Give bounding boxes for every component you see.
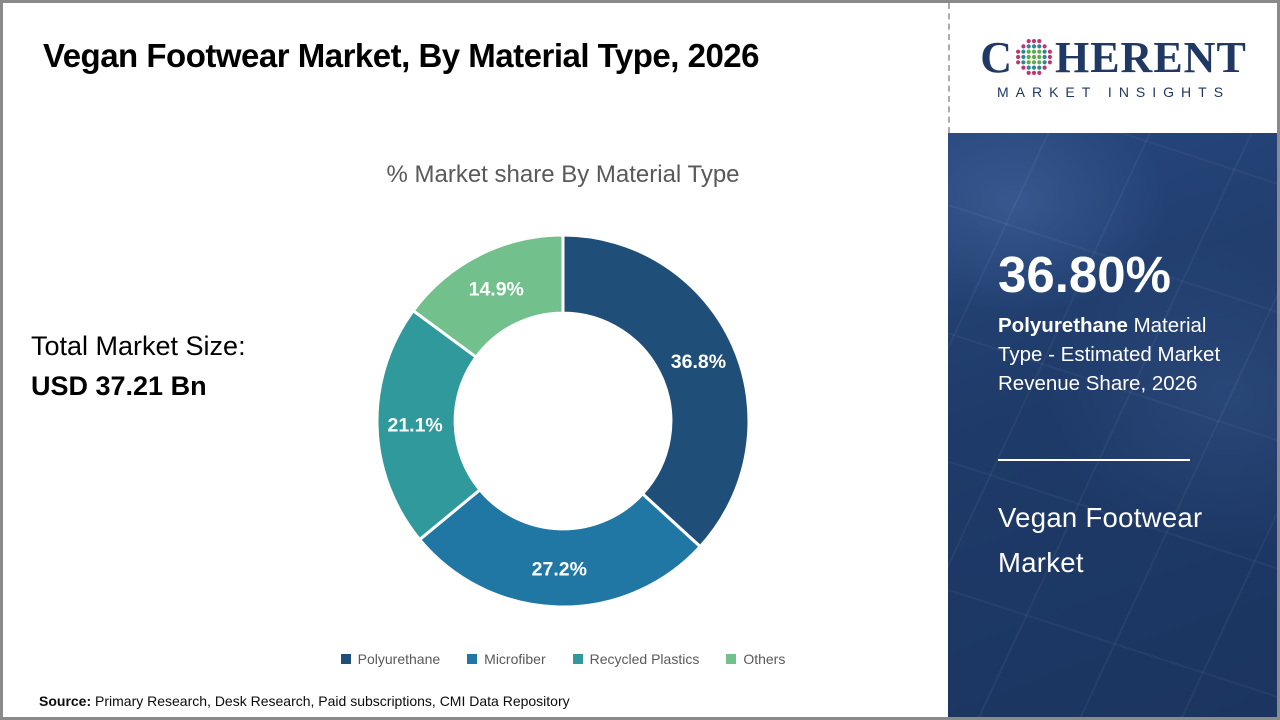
page-title: Vegan Footwear Market, By Material Type,… — [43, 37, 760, 74]
donut-slice-others — [411, 233, 565, 360]
info-panel: 36.80% Polyurethane Material Type - Esti… — [948, 133, 1277, 717]
total-market-size: Total Market Size: USD 37.21 Bn — [31, 331, 246, 402]
donut-slice-microfiber — [417, 487, 703, 609]
slice-label: 27.2% — [532, 558, 587, 580]
legend-label: Polyurethane — [357, 651, 441, 667]
chart-legend: Polyurethane Microfiber Recycled Plastics O… — [189, 651, 937, 667]
chart-title: % Market share By Material Type — [386, 161, 740, 188]
legend-label: Recycled Plastics — [589, 651, 700, 667]
legend-item: Polyurethane — [340, 651, 441, 667]
brand-subtitle: MARKET INSIGHTS — [996, 84, 1231, 100]
brand-suffix: HERENT — [1054, 33, 1247, 82]
highlight-description-bold: Polyurethane — [998, 314, 1128, 337]
donut-chart: 36.8% 27.2% 21.1% 14.9% — [375, 233, 751, 609]
legend-swatch — [340, 654, 351, 664]
brand-prefix: C — [980, 33, 1013, 82]
slice-label: 36.8% — [671, 351, 726, 373]
legend-label: Others — [743, 651, 786, 667]
brand-logo: C HERENT MARKET INSIGHTS — [948, 3, 1277, 133]
donut-slice-polyurethane — [561, 233, 751, 549]
source-note: Source: Primary Research, Desk Research,… — [39, 693, 570, 709]
total-market-size-value: USD 37.21 Bn — [31, 371, 207, 401]
legend-swatch — [467, 654, 478, 664]
source-label: Source: — [39, 693, 92, 709]
donut-chart-wrap: 36.8% 27.2% 21.1% 14.9% — [371, 229, 755, 613]
source-text: Primary Research, Desk Research, Paid su… — [91, 693, 570, 709]
globe-icon — [1015, 39, 1052, 75]
slice-label: 14.9% — [469, 278, 524, 300]
legend-item: Others — [726, 651, 785, 667]
legend-item: Microfiber — [467, 651, 546, 667]
brand-wordmark: C HERENT — [980, 36, 1247, 80]
legend-swatch — [726, 654, 737, 664]
highlight-description: Polyurethane Material Type - Estimated M… — [998, 311, 1248, 398]
market-name: Vegan Footwear Market — [998, 502, 1203, 578]
panel-divider — [998, 459, 1190, 461]
total-market-size-label: Total Market Size: — [31, 331, 246, 361]
highlight-stat: 36.80% — [998, 246, 1171, 303]
donut-slice-recycled-plastics — [375, 308, 482, 542]
legend-item: Recycled Plastics — [572, 651, 700, 667]
legend-swatch — [572, 654, 583, 664]
slice-label: 21.1% — [387, 415, 442, 437]
legend-label: Microfiber — [484, 651, 546, 667]
highlight-description-rest: Material Type - Estimated Market Revenue… — [998, 314, 1221, 395]
